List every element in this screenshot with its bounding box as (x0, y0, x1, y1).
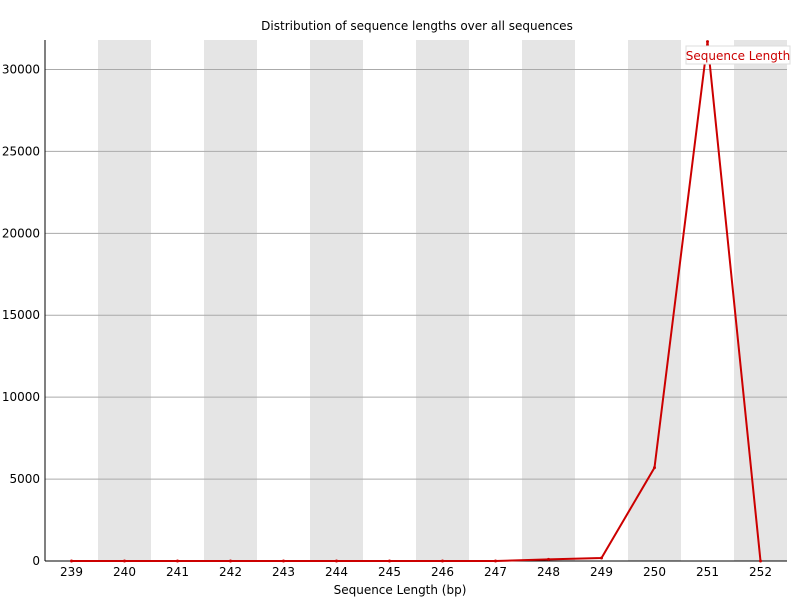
legend-box (685, 45, 791, 65)
x-tick-label: 243 (272, 565, 295, 579)
y-tick-label: 10000 (2, 390, 40, 404)
x-tick-label: 239 (60, 565, 83, 579)
x-tick-label: 247 (484, 565, 507, 579)
data-point (706, 40, 709, 44)
x-tick-label: 251 (696, 565, 719, 579)
category-band (416, 40, 469, 561)
y-tick-label: 25000 (2, 144, 40, 158)
data-point (335, 559, 338, 563)
x-tick-labels: 239 240 241 242 243 244 245 246 247 248 249 250 251 2… (60, 565, 772, 579)
category-bands (98, 40, 787, 561)
legend-label-sequence-length: Sequence Length (686, 49, 790, 63)
data-point (388, 559, 391, 563)
data-point (600, 556, 603, 560)
x-tick-label: 250 (643, 565, 666, 579)
y-tick-label: 30000 (2, 62, 40, 76)
category-band (310, 40, 363, 561)
x-tick-label: 244 (325, 565, 348, 579)
data-point (176, 559, 179, 563)
category-band (628, 40, 681, 561)
x-tick-label: 241 (166, 565, 189, 579)
x-axis-title: Sequence Length (bp) (334, 583, 467, 597)
x-tick-label: 248 (537, 565, 560, 579)
y-gridlines (45, 68, 787, 480)
series-line-sequence-length (71, 41, 762, 562)
category-band (98, 40, 151, 561)
series-layer (70, 40, 762, 563)
x-tick-label: 245 (378, 565, 401, 579)
x-tick-label: 246 (431, 565, 454, 579)
data-point (70, 559, 73, 563)
y-tick-label: 15000 (2, 308, 40, 322)
chart-title: Distribution of sequence lengths over al… (261, 19, 573, 33)
data-point (229, 559, 232, 563)
data-point (494, 559, 497, 563)
legend: Sequence Length (685, 45, 791, 65)
category-band (734, 40, 787, 561)
y-tick-label: 5000 (9, 472, 40, 486)
category-band (522, 40, 575, 561)
y-tick-label: 20000 (2, 226, 40, 240)
data-point (759, 559, 762, 563)
data-point (653, 466, 656, 470)
category-band (204, 40, 257, 561)
data-point (123, 559, 126, 563)
data-point (441, 559, 444, 563)
x-tick-label: 252 (749, 565, 772, 579)
x-tick-label: 240 (113, 565, 136, 579)
data-point (282, 559, 285, 563)
y-tick-labels: 0 5000 10000 15000 20000 25000 30000 (2, 62, 40, 568)
data-point (547, 557, 550, 561)
x-tick-label: 242 (219, 565, 242, 579)
y-tick-label: 0 (32, 554, 40, 568)
x-tick-label: 249 (590, 565, 613, 579)
